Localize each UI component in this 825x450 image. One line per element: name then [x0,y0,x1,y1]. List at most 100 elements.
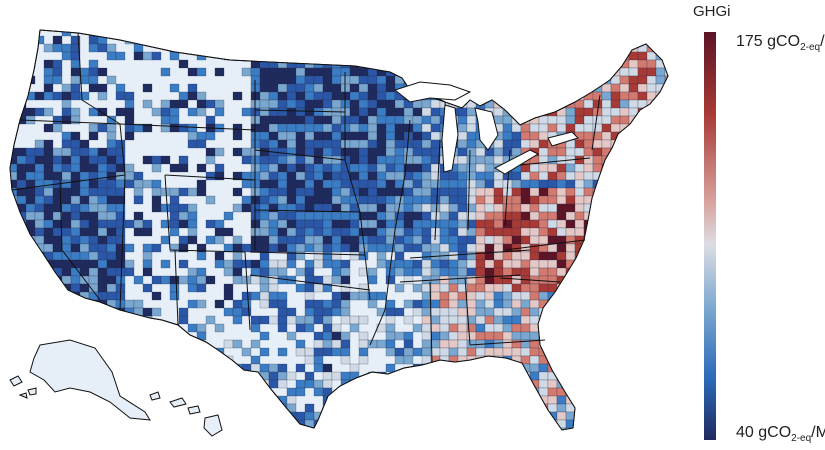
county-cell [322,283,333,293]
county-cell [664,155,668,165]
county-cell [493,259,504,269]
county-cell [439,323,450,333]
county-cell [331,299,342,309]
county-cell [142,339,153,349]
county-cell [376,30,387,37]
county-cell [421,131,432,141]
county-cell [322,227,333,237]
county-cell [403,259,414,269]
county-cell [601,411,612,421]
county-cell [556,403,567,413]
county-cell [376,99,387,109]
county-cell [538,195,549,205]
county-cell [97,163,108,173]
county-cell [628,307,639,317]
county-cell [610,179,621,189]
county-cell [61,179,72,189]
county-cell [664,203,668,213]
county-cell [529,427,540,430]
county-cell [538,91,549,101]
county-cell [619,203,630,213]
county-cell [124,219,135,229]
county-cell [394,139,405,149]
county-cell [16,155,27,165]
county-cell [70,315,81,325]
county-cell [394,355,405,365]
county-cell [565,339,576,349]
county-cell [484,43,495,53]
county-cell [79,235,90,245]
county-cell [394,371,405,381]
county-cell [223,419,234,429]
county-cell [43,155,54,165]
county-cell [304,291,315,301]
county-cell [466,67,477,77]
legend-min-unit-tail: /M [811,424,825,441]
county-cell [457,147,468,157]
county-cell [340,299,351,309]
county-cell [178,339,189,349]
county-cell [88,211,99,221]
county-cell [592,99,603,109]
county-cell [313,43,324,53]
county-cell [421,299,432,309]
county-cell [61,291,72,301]
county-cell [502,251,513,261]
county-cell [97,419,108,429]
county-cell [322,51,333,61]
county-cell [457,331,468,341]
county-cell [547,379,558,389]
county-cell [295,51,306,61]
county-cell [16,227,27,237]
county-cell [664,211,668,221]
county-cell [664,299,668,309]
county-cell [457,307,468,317]
county-cell [151,107,162,117]
county-cell [214,259,225,269]
county-cell [619,115,630,125]
county-cell [232,187,243,197]
county-cell [88,67,99,77]
county-cell [610,147,621,157]
county-cell [457,35,468,45]
county-cell [43,211,54,221]
county-cell [376,291,387,301]
county-cell [556,155,567,165]
county-cell [430,427,441,430]
county-cell [475,155,486,165]
county-cell [394,387,405,397]
county-cell [457,259,468,269]
county-cell [655,35,666,45]
county-cell [619,379,630,389]
county-cell [277,91,288,101]
county-cell [196,283,207,293]
county-cell [322,339,333,349]
county-cell [43,227,54,237]
county-cell [475,363,486,373]
county-cell [565,211,576,221]
county-cell [106,179,117,189]
county-cell [106,243,117,253]
county-cell [574,355,585,365]
county-cell [394,379,405,389]
county-cell [655,243,666,253]
county-cell [61,403,72,413]
county-cell [385,363,396,373]
county-cell [304,155,315,165]
county-cell [493,315,504,325]
county-cell [502,219,513,229]
county-cell [187,30,198,37]
county-cell [565,171,576,181]
county-cell [25,155,36,165]
county-cell [295,235,306,245]
county-cell [394,395,405,405]
county-cell [421,363,432,373]
county-cell [268,107,279,117]
county-cell [349,291,360,301]
county-cell [664,219,668,229]
county-cell [538,51,549,61]
county-cell [421,155,432,165]
county-cell [61,411,72,421]
county-cell [610,99,621,109]
county-cell [385,427,396,430]
